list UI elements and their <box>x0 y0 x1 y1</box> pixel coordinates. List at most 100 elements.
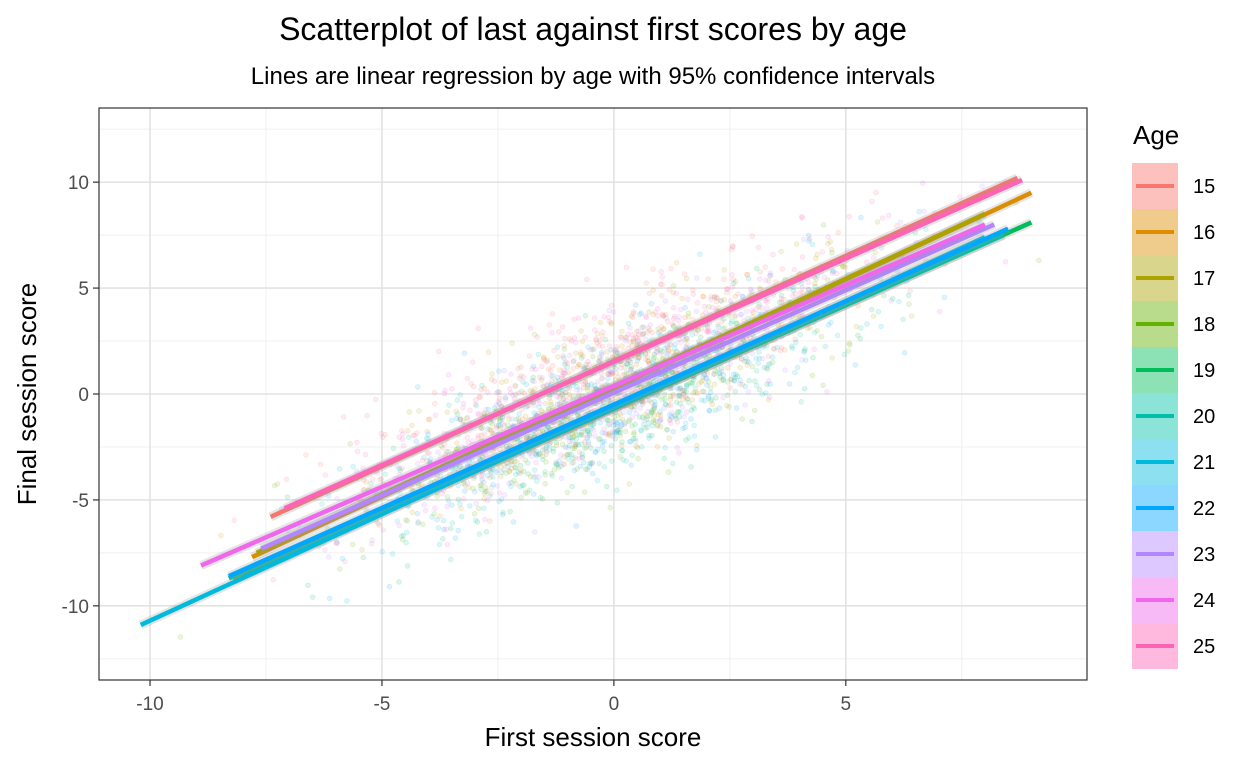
scatter-point <box>607 432 613 439</box>
scatter-point <box>759 344 766 351</box>
scatter-point <box>688 416 694 422</box>
scatter-point <box>545 366 552 372</box>
scatter-point <box>804 325 811 332</box>
scatter-point <box>744 271 750 278</box>
scatter-point <box>572 441 578 448</box>
scatter-point <box>642 411 648 418</box>
scatter-point <box>494 390 500 396</box>
plot-panel <box>98 107 1088 681</box>
scatter-point <box>720 394 726 401</box>
scatter-point <box>651 398 658 405</box>
scatter-point <box>714 294 720 301</box>
scatter-point <box>650 287 657 294</box>
scatter-point <box>487 467 493 473</box>
scatter-point <box>471 488 478 495</box>
scatter-point <box>463 415 470 422</box>
scatter-point <box>587 405 594 411</box>
scatter-point <box>628 404 635 411</box>
scatter-point <box>764 299 770 305</box>
scatter-point <box>662 298 669 304</box>
scatter-point <box>431 389 438 396</box>
scatter-point <box>708 296 714 303</box>
scatter-point <box>457 416 464 422</box>
scatter-point <box>663 401 669 408</box>
scatter-point <box>496 368 502 375</box>
scatter-point <box>554 401 561 408</box>
scatter-point <box>622 428 629 435</box>
scatter-point <box>706 407 713 414</box>
scatter-point <box>559 387 566 394</box>
scatter-point <box>669 460 676 467</box>
scatter-point <box>560 355 567 361</box>
scatter-point <box>855 332 861 339</box>
scatter-point <box>530 363 537 370</box>
scatter-point <box>667 393 674 400</box>
scatter-point <box>476 531 483 537</box>
scatter-point <box>400 442 407 449</box>
scatter-point <box>660 355 666 361</box>
scatter-point <box>825 234 831 240</box>
scatter-point <box>622 337 629 344</box>
scatter-point <box>697 334 704 341</box>
scatter-point <box>629 314 636 321</box>
scatter-point <box>599 376 605 382</box>
scatter-point <box>625 418 632 425</box>
scatter-point <box>608 368 614 375</box>
scatter-point <box>501 367 508 374</box>
scatter-point <box>596 357 603 364</box>
scatter-point <box>753 306 760 313</box>
scatter-point <box>691 376 697 383</box>
scatter-point <box>487 468 494 475</box>
scatter-point <box>846 342 853 348</box>
scatter-point <box>634 357 641 364</box>
scatter-point <box>435 348 442 355</box>
scatter-point <box>515 390 522 396</box>
scatter-point <box>811 329 818 336</box>
scatter-point <box>549 373 556 379</box>
scatter-point <box>721 296 728 303</box>
scatter-point <box>557 452 564 458</box>
scatter-point <box>512 383 519 389</box>
scatter-point <box>530 389 537 396</box>
scatter-point <box>494 467 500 474</box>
scatter-point <box>571 467 578 474</box>
scatter-point <box>617 454 623 460</box>
scatter-point <box>688 407 695 414</box>
scatter-point <box>472 517 479 524</box>
scatter-point <box>683 382 690 389</box>
scatter-point <box>580 431 586 438</box>
scatter-point <box>629 331 635 338</box>
scatter-point <box>465 439 472 446</box>
scatter-point <box>704 370 711 377</box>
scatter-point <box>478 486 484 492</box>
legend-label-19: 19 <box>1193 360 1215 382</box>
scatter-point <box>613 421 619 428</box>
scatter-point <box>638 427 645 434</box>
scatter-point <box>701 388 707 395</box>
scatter-point <box>737 377 743 384</box>
scatter-point <box>829 270 836 276</box>
scatter-point <box>502 394 509 401</box>
scatter-point <box>685 313 692 320</box>
scatter-point <box>811 280 818 287</box>
scatter-point <box>485 349 492 355</box>
scatter-point <box>654 346 661 352</box>
scatter-point <box>875 308 882 315</box>
scatter-point <box>979 183 985 190</box>
scatter-point <box>529 366 535 372</box>
scatter-point <box>801 348 808 354</box>
scatter-point <box>514 459 520 465</box>
scatter-point <box>571 316 577 323</box>
scatter-point <box>805 286 812 293</box>
scatter-point <box>765 396 772 403</box>
legend-items: 15 16 17 18 19 20 21 22 23 24 25 <box>1132 163 1215 669</box>
scatter-point <box>605 375 611 382</box>
scatter-point <box>390 445 397 452</box>
scatter-point <box>448 502 455 509</box>
scatter-point <box>511 395 518 402</box>
scatter-point <box>508 465 515 472</box>
scatter-point <box>639 324 645 331</box>
scatter-point <box>326 595 333 602</box>
scatter-point <box>569 445 576 452</box>
scatter-point <box>349 541 356 548</box>
